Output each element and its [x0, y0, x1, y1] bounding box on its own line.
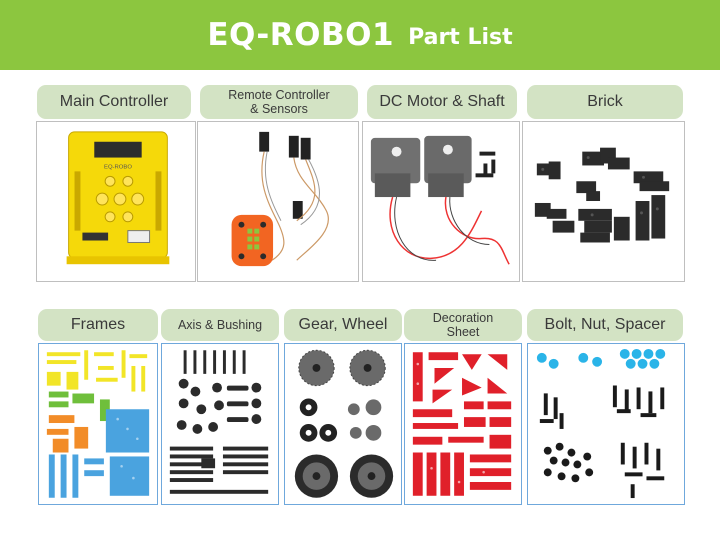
label-decoration-sheet: Decoration Sheet — [404, 309, 522, 341]
card-gear-wheel — [284, 343, 402, 505]
label-main-controller: Main Controller — [37, 85, 191, 119]
brick-image — [534, 147, 670, 243]
label-brick: Brick — [527, 85, 683, 119]
card-frames — [38, 343, 158, 505]
card-axis-bushing — [161, 343, 279, 505]
card-bolt-nut-spacer — [527, 343, 685, 505]
page-subtitle: Part List — [408, 24, 513, 50]
page-title: EQ-ROBO1 — [207, 17, 395, 53]
svg-text:EQ-ROBO: EQ-ROBO — [104, 164, 132, 170]
label-remote-sensors: Remote Controller & Sensors — [200, 85, 358, 119]
remote-sensor-image — [231, 131, 329, 267]
frames-image — [46, 350, 150, 498]
card-brick — [522, 121, 685, 282]
header-banner: EQ-ROBO1 Part List — [0, 0, 720, 70]
bolt-nut-spacer-image — [536, 348, 666, 499]
axis-bushing-image — [169, 350, 269, 494]
label-bolt-nut-spacer: Bolt, Nut, Spacer — [527, 309, 683, 341]
card-remote-sensors — [197, 121, 359, 282]
controller-image: EQ-ROBO — [66, 131, 170, 265]
label-dc-motor: DC Motor & Shaft — [367, 85, 517, 119]
label-frames: Frames — [38, 309, 158, 341]
card-decoration-sheet — [404, 343, 522, 505]
gear-wheel-image — [294, 349, 394, 498]
label-axis-bushing: Axis & Bushing — [161, 309, 279, 341]
dc-motor-image — [370, 135, 510, 265]
card-dc-motor — [362, 121, 520, 282]
card-main-controller: EQ-ROBO — [36, 121, 196, 282]
decoration-sheet-image — [412, 352, 512, 496]
label-gear-wheel: Gear, Wheel — [284, 309, 402, 341]
